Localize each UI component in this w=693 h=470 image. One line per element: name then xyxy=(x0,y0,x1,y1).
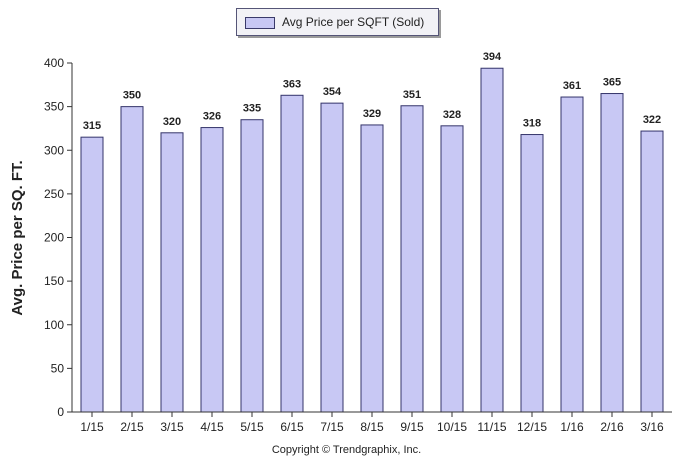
y-tick-label: 250 xyxy=(44,187,64,201)
bar-value-label: 329 xyxy=(363,108,381,120)
bar-value-label: 394 xyxy=(483,51,502,63)
bar-value-label: 363 xyxy=(283,78,301,90)
x-tick-label: 3/15 xyxy=(160,420,184,434)
x-tick-label: 12/15 xyxy=(517,420,547,434)
x-tick-label: 5/15 xyxy=(240,420,264,434)
copyright-text: Copyright © Trendgraphix, Inc. xyxy=(271,444,422,456)
bar xyxy=(240,119,264,413)
bar xyxy=(280,94,304,413)
bar xyxy=(480,67,504,413)
bar xyxy=(600,93,624,413)
x-tick-label: 7/15 xyxy=(320,420,344,434)
bar xyxy=(80,136,104,413)
x-tick-label: 6/15 xyxy=(280,420,304,434)
x-tick-label: 1/16 xyxy=(560,420,584,434)
bar-value-label: 322 xyxy=(643,114,661,126)
bar-series: 315 350 320 326 335 363 354 329 351 328 394 318 361 3… xyxy=(80,51,664,413)
bar xyxy=(320,102,344,413)
x-tick-label: 8/15 xyxy=(360,420,384,434)
bar-value-label: 350 xyxy=(123,90,141,102)
bar xyxy=(120,106,144,413)
x-tick-label: 9/15 xyxy=(400,420,424,434)
x-tick-label: 3/16 xyxy=(640,420,664,434)
bar-value-label: 365 xyxy=(603,77,621,89)
bar-value-label: 328 xyxy=(443,109,461,121)
bar-value-label: 318 xyxy=(523,118,541,130)
y-tick-label: 300 xyxy=(44,143,64,157)
x-tick-label: 2/15 xyxy=(120,420,144,434)
x-tick-label: 1/15 xyxy=(80,420,104,434)
bar xyxy=(440,125,464,413)
y-tick-label: 0 xyxy=(57,405,64,419)
x-tick-label: 11/15 xyxy=(477,420,506,434)
bar-value-label: 315 xyxy=(83,120,101,132)
y-tick-label: 50 xyxy=(51,361,65,375)
bar xyxy=(560,96,584,413)
x-tick-label: 10/15 xyxy=(437,420,467,434)
legend: Avg Price per SQFT (Sold) xyxy=(236,8,439,36)
bar xyxy=(400,105,424,413)
y-tick-label: 100 xyxy=(44,318,64,332)
legend-label: Avg Price per SQFT (Sold) xyxy=(282,15,425,29)
y-tick-label: 200 xyxy=(44,231,64,245)
y-tick-label: 350 xyxy=(44,100,64,114)
bar-value-label: 326 xyxy=(203,111,221,123)
y-tick-label: 400 xyxy=(44,56,64,70)
x-axis-ticks: 1/15 2/15 3/15 4/15 5/15 6/15 7/15 8/15 9/15 10/1… xyxy=(80,412,664,434)
x-tick-label: 2/16 xyxy=(600,420,624,434)
bar-value-label: 351 xyxy=(403,89,421,101)
y-axis-ticks: 0 50 100 150 200 250 300 350 400 xyxy=(44,56,72,419)
x-tick-label: 4/15 xyxy=(200,420,224,434)
bar xyxy=(200,127,224,413)
bar xyxy=(640,130,664,413)
bar-value-label: 354 xyxy=(323,86,342,98)
bar xyxy=(360,124,384,413)
y-axis-label: Avg. Price per SQ. FT. xyxy=(9,160,26,315)
bar-value-label: 320 xyxy=(163,116,181,128)
y-tick-label: 150 xyxy=(44,274,64,288)
bar xyxy=(160,132,184,413)
bar-value-label: 361 xyxy=(563,80,581,92)
bar xyxy=(520,134,544,413)
legend-swatch xyxy=(245,17,275,29)
bar-value-label: 335 xyxy=(243,103,261,115)
